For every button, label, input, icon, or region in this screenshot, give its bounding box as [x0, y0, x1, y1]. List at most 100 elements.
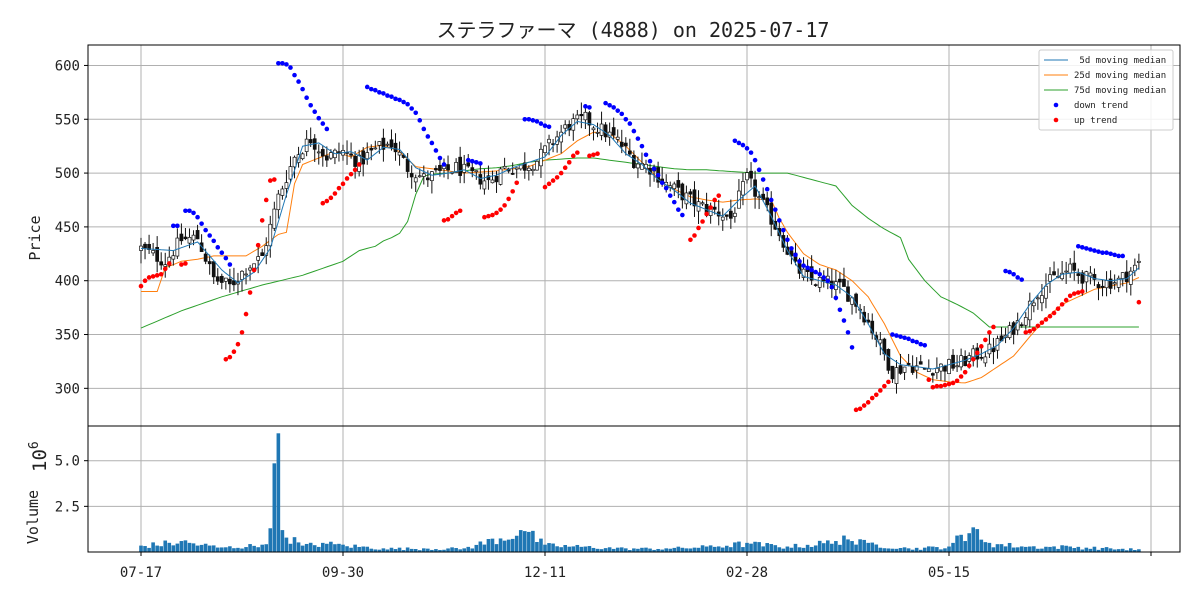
down-trend-dot [894, 333, 899, 338]
volume-bar [143, 546, 147, 552]
volume-bar [1044, 546, 1048, 552]
volume-bar [543, 544, 547, 552]
down-trend-dot [898, 334, 903, 339]
up-trend-dot [974, 350, 980, 356]
up-trend-dot [1063, 297, 1069, 303]
candle-body [757, 196, 761, 199]
volume-bar [215, 547, 220, 552]
up-trend-dot [150, 274, 156, 279]
candle-body [749, 170, 753, 179]
volume-bar [1003, 546, 1008, 552]
up-trend-dot [1031, 326, 1037, 332]
up-trend-dot [138, 283, 144, 289]
volume-bar [329, 541, 333, 552]
up-trend-dot [942, 382, 948, 388]
candle-body [260, 252, 265, 256]
down-trend-dots [171, 60, 1126, 350]
volume-bar [797, 547, 802, 552]
up-trend-dot [882, 383, 887, 389]
up-trend-dot [983, 337, 988, 343]
volume-bar [898, 548, 903, 552]
candle-body [720, 216, 725, 221]
candle-body [276, 193, 281, 211]
volume-bar [927, 546, 931, 552]
volume-bar [644, 547, 648, 552]
volume-bar [478, 541, 483, 552]
down-trend-dot [1019, 277, 1025, 282]
candle-body [531, 168, 535, 172]
down-trend-dot [1104, 250, 1109, 256]
up-trend-dot [255, 242, 261, 248]
volume-bar [502, 540, 507, 552]
volume-bar [902, 547, 907, 552]
down-trend-dot [680, 212, 685, 218]
down-trend-dot [785, 237, 790, 243]
volume-tick-label: 5.0 [55, 454, 80, 470]
volume-tick-label: 2.5 [55, 499, 80, 515]
volume-bar [1023, 546, 1028, 552]
up-trend-dot [934, 383, 940, 389]
volume-bar [882, 548, 887, 552]
price-tick-label: 600 [55, 58, 80, 74]
up-trend-dot [324, 198, 330, 204]
volume-bar [203, 543, 208, 552]
volume-bar [518, 530, 523, 552]
candle-body [430, 171, 434, 182]
up-trend-dot [1043, 317, 1049, 322]
down-trend-dot [764, 186, 770, 192]
legend-label-up-trend: up trend [1074, 116, 1117, 126]
candle-body [510, 173, 515, 175]
down-trend-dot [316, 115, 322, 121]
volume-bar [1064, 545, 1068, 552]
candle-body [1128, 270, 1133, 285]
down-trend-dot [203, 227, 208, 233]
candle-body [203, 253, 208, 262]
volume-bar [672, 547, 677, 552]
volume-bar [357, 546, 361, 552]
up-trend-dot [1136, 299, 1142, 305]
legend-label-ma75: 75d moving median [1074, 86, 1166, 96]
candle-body [474, 170, 479, 173]
volume-bar [446, 548, 450, 552]
volume-bar [256, 547, 260, 552]
down-trend-dot [603, 100, 608, 106]
candle-body [898, 365, 903, 374]
down-trend-dot [364, 84, 370, 90]
candle-body [163, 264, 168, 267]
volume-bar [765, 543, 769, 552]
down-trend-dot [546, 124, 552, 130]
candle-body [389, 139, 394, 148]
volume-bar [983, 542, 988, 552]
volume-bar [260, 544, 264, 552]
down-trend-dot [413, 110, 419, 116]
down-trend-dot [1088, 247, 1093, 252]
volume-bar [995, 544, 1000, 552]
down-trend-dot [1120, 253, 1126, 259]
volume-bar [704, 546, 709, 552]
volume-bar [854, 544, 858, 552]
volume-bar [910, 549, 915, 552]
volume-bar [725, 545, 729, 552]
volume-bar [939, 549, 943, 552]
volume-bar [583, 546, 588, 552]
up-trend-dot [231, 349, 237, 355]
volume-bar [571, 546, 576, 552]
candle-body [1076, 273, 1081, 276]
volume-bar [1104, 547, 1109, 552]
up-trend-dot [591, 152, 596, 158]
volume-bar [1048, 546, 1052, 552]
candle-body [971, 348, 976, 358]
volume-bar [894, 548, 899, 552]
down-trend-dot [1003, 268, 1008, 274]
volume-bar [761, 546, 765, 552]
up-trend-dot [235, 341, 241, 347]
volume-bar [587, 546, 592, 552]
volume-bar [207, 545, 212, 552]
candle-body [1048, 274, 1052, 282]
down-trend-dot [373, 87, 378, 93]
down-trend-dot [619, 111, 625, 117]
candle-body [1015, 320, 1020, 331]
candle-body [676, 180, 681, 188]
volume-bar [793, 543, 798, 552]
